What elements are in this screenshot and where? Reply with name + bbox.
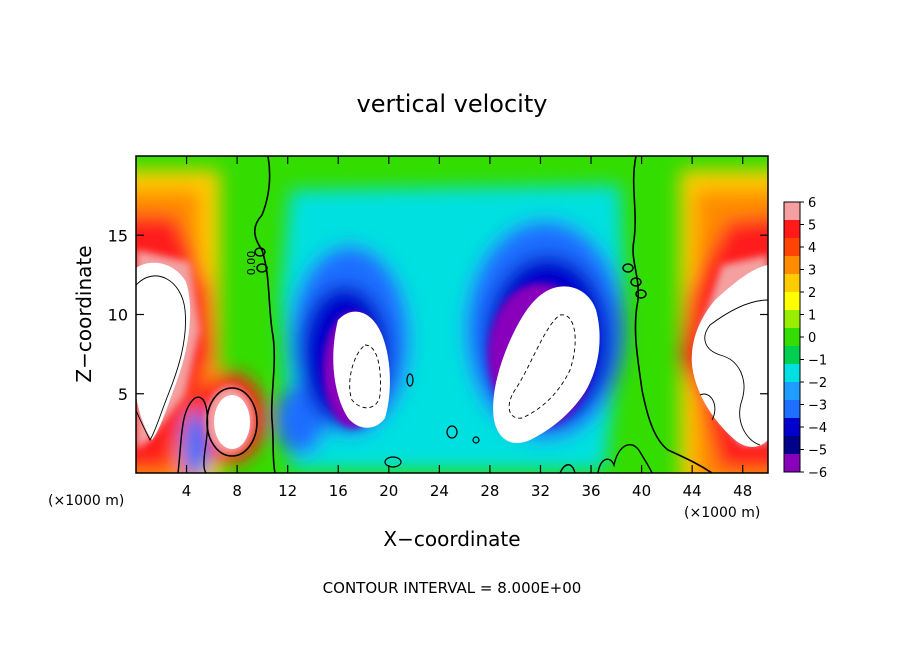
colorbar-band: [784, 382, 800, 401]
x-tick-label: 24: [430, 482, 449, 500]
blurred-field: [136, 170, 768, 473]
colorbar-tick-label: −2: [808, 376, 827, 391]
colorbar-band: [784, 202, 800, 221]
colorbar-band: [784, 418, 800, 437]
chart-title: vertical velocity: [357, 90, 548, 118]
colorbar-band: [784, 346, 800, 365]
x-tick-label: 28: [480, 482, 499, 500]
y-axis: 5 10 15: [108, 226, 768, 404]
x-tick-label: 8: [232, 482, 242, 500]
x-tick-label: 44: [683, 482, 702, 500]
colorbar-band: [784, 364, 800, 383]
colorbar-band: [784, 454, 800, 473]
zero-contour-small-c: [622, 263, 634, 273]
x-axis-label: X−coordinate: [383, 527, 520, 551]
x-tick-label: 48: [733, 482, 752, 500]
x-unit-right: (×1000 m): [684, 505, 760, 521]
contour-center-a: [349, 344, 381, 409]
central-saturated-a: [333, 311, 390, 428]
y-tick-label: 10: [108, 306, 128, 325]
small-contour-c: [472, 436, 480, 444]
contour-center-b: [508, 314, 576, 419]
left-saturated-region: [136, 262, 191, 440]
colorbar-tick-label: 5: [808, 219, 816, 234]
colorbar-band: [784, 310, 800, 329]
colorbar-tick-label: 2: [808, 286, 816, 301]
x-unit-left: (×1000 m): [48, 493, 124, 509]
zero-contour-left-lower: [177, 396, 209, 473]
colorbar-tick-label: −3: [808, 399, 827, 414]
velocity-field: 0.00: [136, 156, 768, 473]
contour-interval-note: CONTOUR INTERVAL = 8.000E+00: [323, 579, 582, 597]
central-saturated-b: [493, 286, 600, 444]
colorbar-tick-label: 0: [808, 331, 816, 346]
colorbar-band: [784, 274, 800, 293]
zero-contour-small-a: [254, 247, 266, 257]
x-tick-label: 36: [581, 482, 600, 500]
colorbar-tick-label: 1: [808, 309, 816, 324]
contour-left-updraft: [136, 275, 186, 441]
x-tick-label: 40: [632, 482, 651, 500]
colorbar-tick-label: −5: [808, 444, 827, 459]
zero-contour-small-d: [630, 277, 642, 287]
left-lower-blue: [182, 411, 210, 473]
y-tick-label: 5: [118, 385, 128, 404]
colorbar-tick-label: 6: [808, 196, 816, 211]
colorbar-tick-label: 4: [808, 241, 816, 256]
colorbar-tick-label: −1: [808, 354, 827, 369]
left-lower-saturated: [214, 395, 250, 449]
zero-contour-left: [254, 156, 276, 473]
colorbar-band: [784, 400, 800, 419]
colorbar: 6 5 4 3 2 1 0 −1 −2 −3 −4 −5 −6: [783, 196, 827, 481]
x-tick-label: 20: [379, 482, 398, 500]
small-contour-a: [406, 373, 414, 387]
x-tick-label: 32: [531, 482, 550, 500]
contour-lines: [136, 156, 768, 473]
right-saturated-region: [691, 265, 768, 447]
zero-contour-right: [632, 156, 713, 473]
colorbar-band: [784, 220, 800, 239]
zero-contour-small-b: [256, 263, 268, 273]
small-contour-b: [446, 425, 458, 439]
x-tick-label: 4: [182, 482, 192, 500]
zero-contour-bottom: [559, 443, 653, 473]
colorbar-tick-label: −4: [808, 421, 827, 436]
small-contour-d: [384, 456, 402, 468]
y-axis-label: Z−coordinate: [72, 245, 96, 382]
x-tick-label: 16: [329, 482, 348, 500]
contour-right-updraft: [699, 299, 768, 446]
zero-contour-small-e: [635, 289, 647, 299]
x-axis: 4 8 12 16 20 24 28 32 36 40 44 48: [182, 156, 752, 500]
colorbar-band: [784, 238, 800, 257]
colorbar-band: [784, 256, 800, 275]
x-tick-label: 12: [278, 482, 297, 500]
contour-label: 0.00: [245, 251, 258, 276]
y-tick-label: 15: [108, 226, 128, 245]
colorbar-band: [784, 328, 800, 347]
colorbar-tick-label: 3: [808, 264, 816, 279]
colorbar-band: [784, 292, 800, 311]
colorbar-band: [784, 436, 800, 455]
colorbar-tick-label: −6: [808, 466, 827, 481]
zero-contour-lower-ring: [206, 387, 258, 457]
